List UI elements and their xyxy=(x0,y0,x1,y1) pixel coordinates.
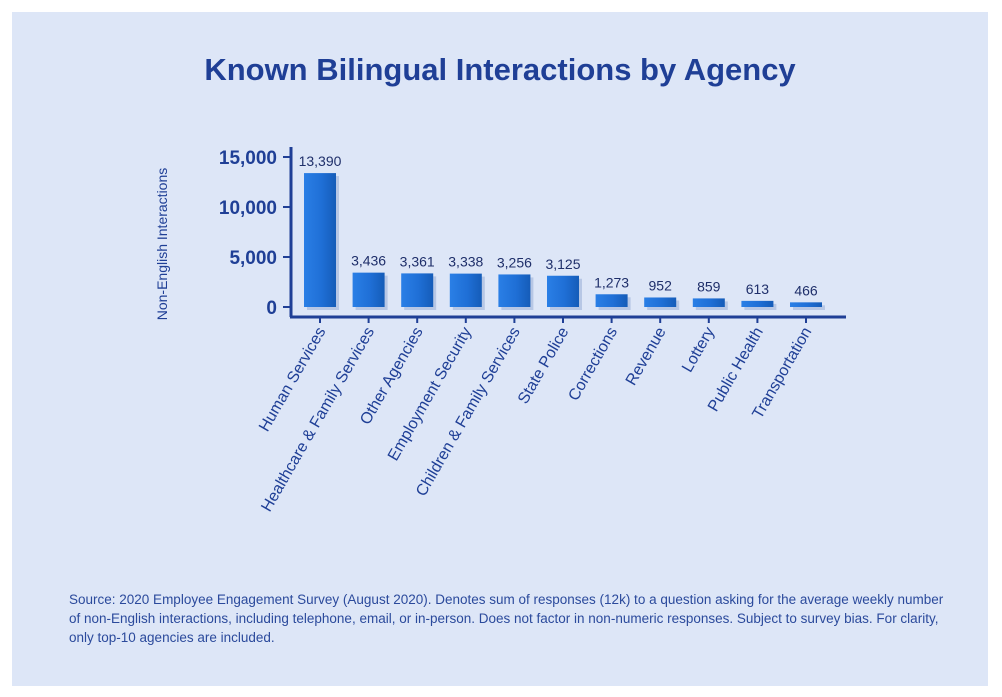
bar xyxy=(352,272,385,307)
y-axis-label: Non-English Interactions xyxy=(154,168,170,321)
x-category-label: Revenue xyxy=(623,324,670,388)
bar xyxy=(498,274,531,307)
bar xyxy=(595,294,628,307)
bar-value-label: 3,125 xyxy=(545,256,580,272)
source-note: Source: 2020 Employee Engagement Survey … xyxy=(69,592,944,645)
bar-value-label: 13,390 xyxy=(299,153,342,169)
bar-value-label: 1,273 xyxy=(594,274,629,290)
y-tick-label: 5,000 xyxy=(229,248,277,269)
bar-shadow xyxy=(793,305,825,310)
y-tick-label: 10,000 xyxy=(219,198,277,219)
bar-value-label: 466 xyxy=(794,282,818,298)
bar-value-label: 859 xyxy=(697,278,721,294)
bar-value-label: 613 xyxy=(746,281,770,297)
x-category-label: State Police xyxy=(515,324,572,407)
chart-panel: Known Bilingual Interactions by Agency 0… xyxy=(12,12,988,686)
x-category-label: Corrections xyxy=(565,325,621,404)
x-category-label: Employment Security xyxy=(385,325,475,464)
bar xyxy=(644,297,677,307)
x-category-label: Lottery xyxy=(679,325,718,376)
bar xyxy=(401,273,434,307)
bar xyxy=(692,298,725,307)
bar-value-label: 952 xyxy=(649,277,673,293)
bar xyxy=(449,273,482,307)
bar xyxy=(741,300,774,307)
bar-value-label: 3,338 xyxy=(448,254,483,270)
bar-value-label: 3,436 xyxy=(351,253,386,269)
bar-value-label: 3,256 xyxy=(497,254,532,270)
bar xyxy=(304,173,336,307)
bar xyxy=(547,275,579,307)
chart-title: Known Bilingual Interactions by Agency xyxy=(204,52,796,87)
y-tick-label: 0 xyxy=(266,298,277,319)
y-tick-label: 15,000 xyxy=(219,148,277,169)
x-category-label: Children & Family Services xyxy=(413,325,524,500)
bar-value-label: 3,361 xyxy=(400,253,435,269)
bar xyxy=(790,302,822,307)
